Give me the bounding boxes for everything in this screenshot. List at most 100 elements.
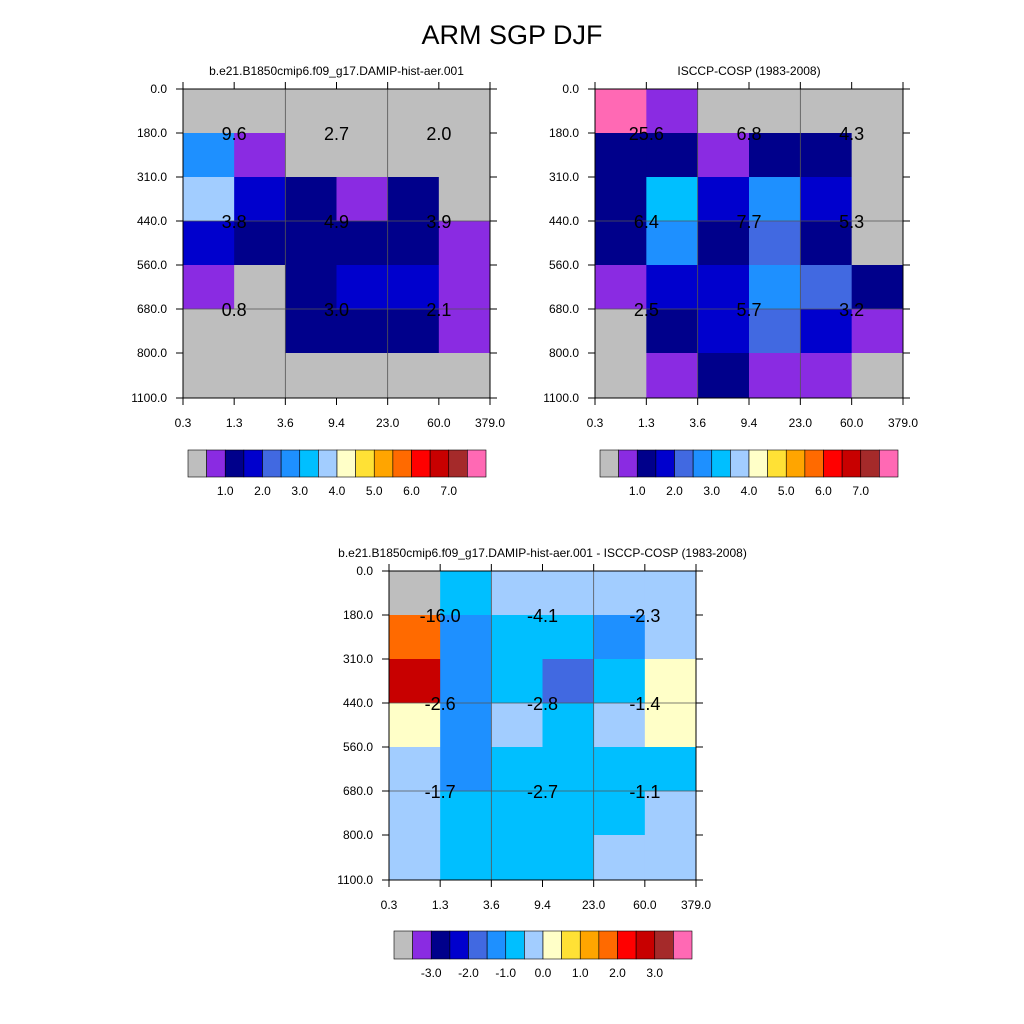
heatmap-cell [234,265,286,310]
colorbar-swatch [654,930,674,960]
heatmap-cell [491,791,543,836]
heatmap-panel-3: b.e21.B1850cmip6.f09_g17.DAMIP-hist-aer.… [337,546,747,980]
heatmap-cell [387,221,440,266]
colorbar-swatch [860,449,880,478]
colorbar-label: 6.0 [815,484,832,498]
heatmap-cell [336,89,389,134]
heatmap-cell [389,747,441,792]
colorbar-swatch [243,449,263,478]
colorbar-swatch [429,449,450,478]
x-tick-label: 60.0 [840,416,864,430]
heatmap-cell [336,221,389,266]
x-tick-label: 23.0 [789,416,813,430]
heatmap-cell [593,791,646,836]
colorbar-swatch [767,449,787,478]
heatmap-cell [336,265,389,310]
colorbar-swatch [299,449,319,478]
heatmap-cell [183,353,235,399]
heatmap-cell [595,221,647,266]
heatmap-cell [542,571,595,616]
heatmap-cell [646,309,699,354]
heatmap-cell [646,221,699,266]
colorbar-label: 7.0 [440,484,457,498]
y-tick-label: 800.0 [343,828,373,842]
cell-value-label: 6.8 [736,124,761,144]
cell-value-label: 3.8 [222,212,247,232]
cell-value-label: 5.7 [736,300,761,320]
heatmap-cell [644,747,697,792]
y-tick-label: 0.0 [562,82,579,96]
colorbar-label: -2.0 [458,966,479,980]
heatmap-cell [851,89,904,134]
x-tick-label: 0.3 [587,416,604,430]
colorbar-swatch [599,449,619,478]
heatmap-cell [389,835,441,881]
colorbar-label: 5.0 [778,484,795,498]
colorbar-swatch [373,449,394,478]
heatmap-cell [285,133,337,178]
heatmap-cell [389,615,441,660]
heatmap-cell [491,703,543,748]
heatmap-cell [542,747,595,792]
heatmap-cell [851,177,904,222]
colorbar-label: 3.0 [291,484,308,498]
heatmap-cell [800,133,853,178]
colorbar-swatch [841,449,862,478]
heatmap-cell [389,703,441,748]
heatmap-cell [697,133,750,178]
colorbar-swatch [392,449,412,478]
x-tick-label: 1.3 [226,416,243,430]
y-tick-label: 1100.0 [543,391,579,405]
x-tick-label: 9.4 [328,416,345,430]
colorbar-swatch [617,930,637,960]
colorbar-swatch [823,449,843,478]
colorbar-swatch [692,449,713,478]
heatmap-cell [438,133,491,178]
heatmap-cell [387,309,440,354]
heatmap-cell [336,309,389,354]
x-tick-label: 23.0 [376,416,400,430]
colorbar-label: 3.0 [703,484,720,498]
heatmap-cell [749,221,801,266]
colorbar-swatch [318,449,338,478]
x-tick-label: 379.0 [475,416,505,430]
cell-value-label: 0.8 [222,300,247,320]
y-tick-label: 560.0 [343,740,373,754]
colorbar-label: 3.0 [646,966,663,980]
colorbar-label: 0.0 [535,966,552,980]
colorbar-swatch [748,449,768,478]
heatmap-cell [593,659,646,704]
colorbar-swatch [411,449,431,478]
colorbar-swatch [636,449,657,478]
colorbar-label: 2.0 [609,966,626,980]
heatmap-cell [644,659,697,704]
heatmap-cell [697,221,750,266]
heatmap-cell [440,703,492,748]
colorbar-label: 1.0 [572,966,589,980]
y-tick-label: 310.0 [137,170,167,184]
heatmap-cell [440,791,492,836]
heatmap-cell [697,89,750,134]
heatmap-cell [644,791,697,836]
colorbar-swatch [355,449,375,478]
y-tick-label: 180.0 [549,126,579,140]
cell-value-label: -16.0 [420,606,461,626]
y-tick-label: 440.0 [549,214,579,228]
heatmap-cell [389,571,441,616]
colorbar-swatch [280,449,301,478]
colorbar-swatch [486,930,507,960]
cell-value-label: 3.9 [426,212,451,232]
heatmap-cell [336,177,389,222]
x-tick-label: 3.6 [689,416,706,430]
heatmap-cell [440,659,492,704]
y-tick-label: 180.0 [137,126,167,140]
heatmap-cell [800,221,853,266]
x-tick-label: 379.0 [888,416,918,430]
colorbar-swatch [542,930,562,960]
colorbar-swatch [224,449,245,478]
heatmap-cell [183,177,235,222]
x-tick-label: 3.6 [483,898,500,912]
heatmap-cell [542,835,595,881]
heatmap-cell [285,89,337,134]
colorbar: 1.0 2.0 3.0 4.0 5.0 6.0 7.0 [187,449,487,498]
